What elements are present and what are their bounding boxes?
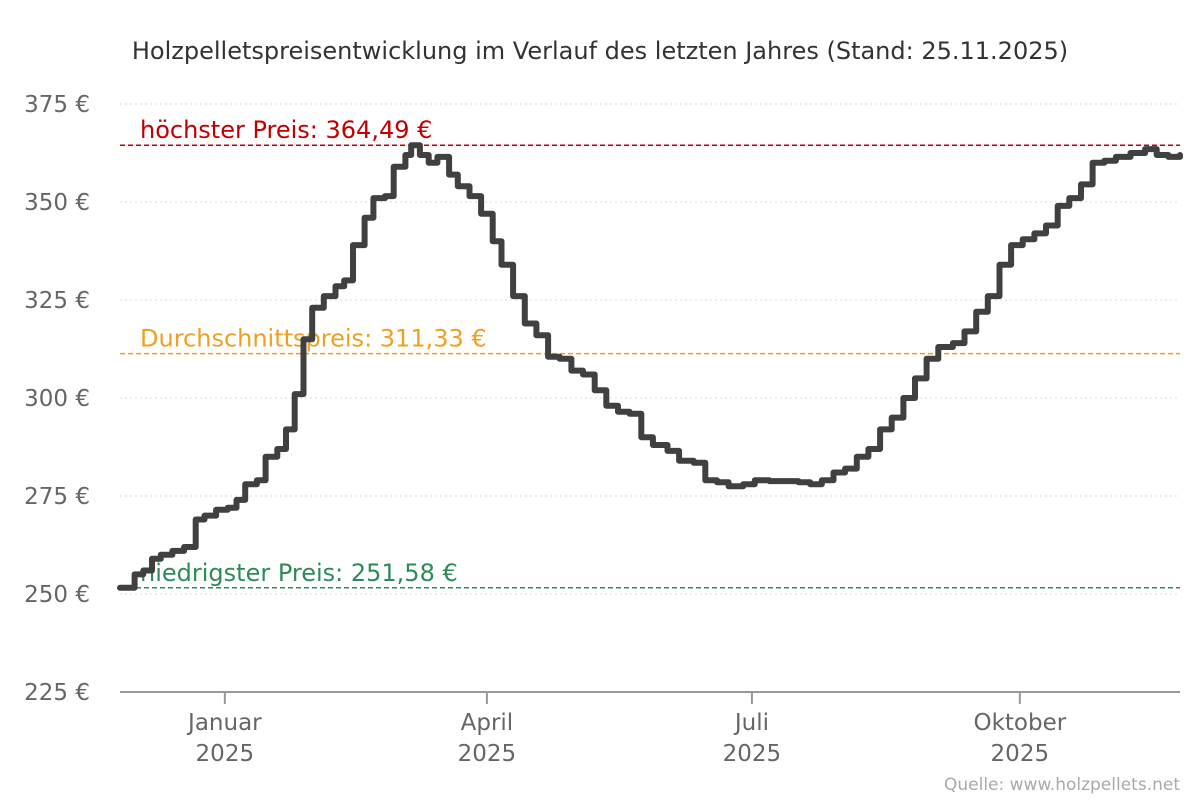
y-tick-label: 300 € xyxy=(24,386,90,412)
x-tick-label-year: 2025 xyxy=(991,741,1050,767)
x-tick-label-year: 2025 xyxy=(723,741,782,767)
x-tick-label-year: 2025 xyxy=(196,741,255,767)
reference-line-label: höchster Preis: 364,49 € xyxy=(140,116,432,144)
x-tick-label-month: Juli xyxy=(733,710,769,736)
price-series-line xyxy=(117,142,1183,591)
chart-title: Holzpelletspreisentwicklung im Verlauf d… xyxy=(132,37,1068,65)
y-tick-label: 350 € xyxy=(24,190,90,216)
y-tick-label: 225 € xyxy=(24,680,90,706)
y-tick-label: 250 € xyxy=(24,582,90,608)
reference-line-label: niedrigster Preis: 251,58 € xyxy=(140,559,458,587)
x-tick-label-month: April xyxy=(461,710,514,736)
y-tick-label: 375 € xyxy=(24,92,90,118)
y-tick-label: 275 € xyxy=(24,484,90,510)
x-tick-label-month: Januar xyxy=(186,710,262,736)
x-tick-label-month: Oktober xyxy=(973,710,1066,736)
y-tick-label: 325 € xyxy=(24,288,90,314)
x-tick-label-year: 2025 xyxy=(458,741,517,767)
source-note: Quelle: www.holzpellets.net xyxy=(944,775,1180,795)
x-axis: Januar 2025 April 2025 Juli 2025 Oktober 2025 xyxy=(120,691,1180,767)
series-layer xyxy=(117,142,1183,591)
reference-lines: höchster Preis: 364,49 €Durchschnittspre… xyxy=(120,116,1180,589)
grid-lines xyxy=(120,103,1180,595)
y-axis-ticks: 225 € 250 € 275 € 300 € 325 € 350 € 375 € xyxy=(24,92,90,706)
